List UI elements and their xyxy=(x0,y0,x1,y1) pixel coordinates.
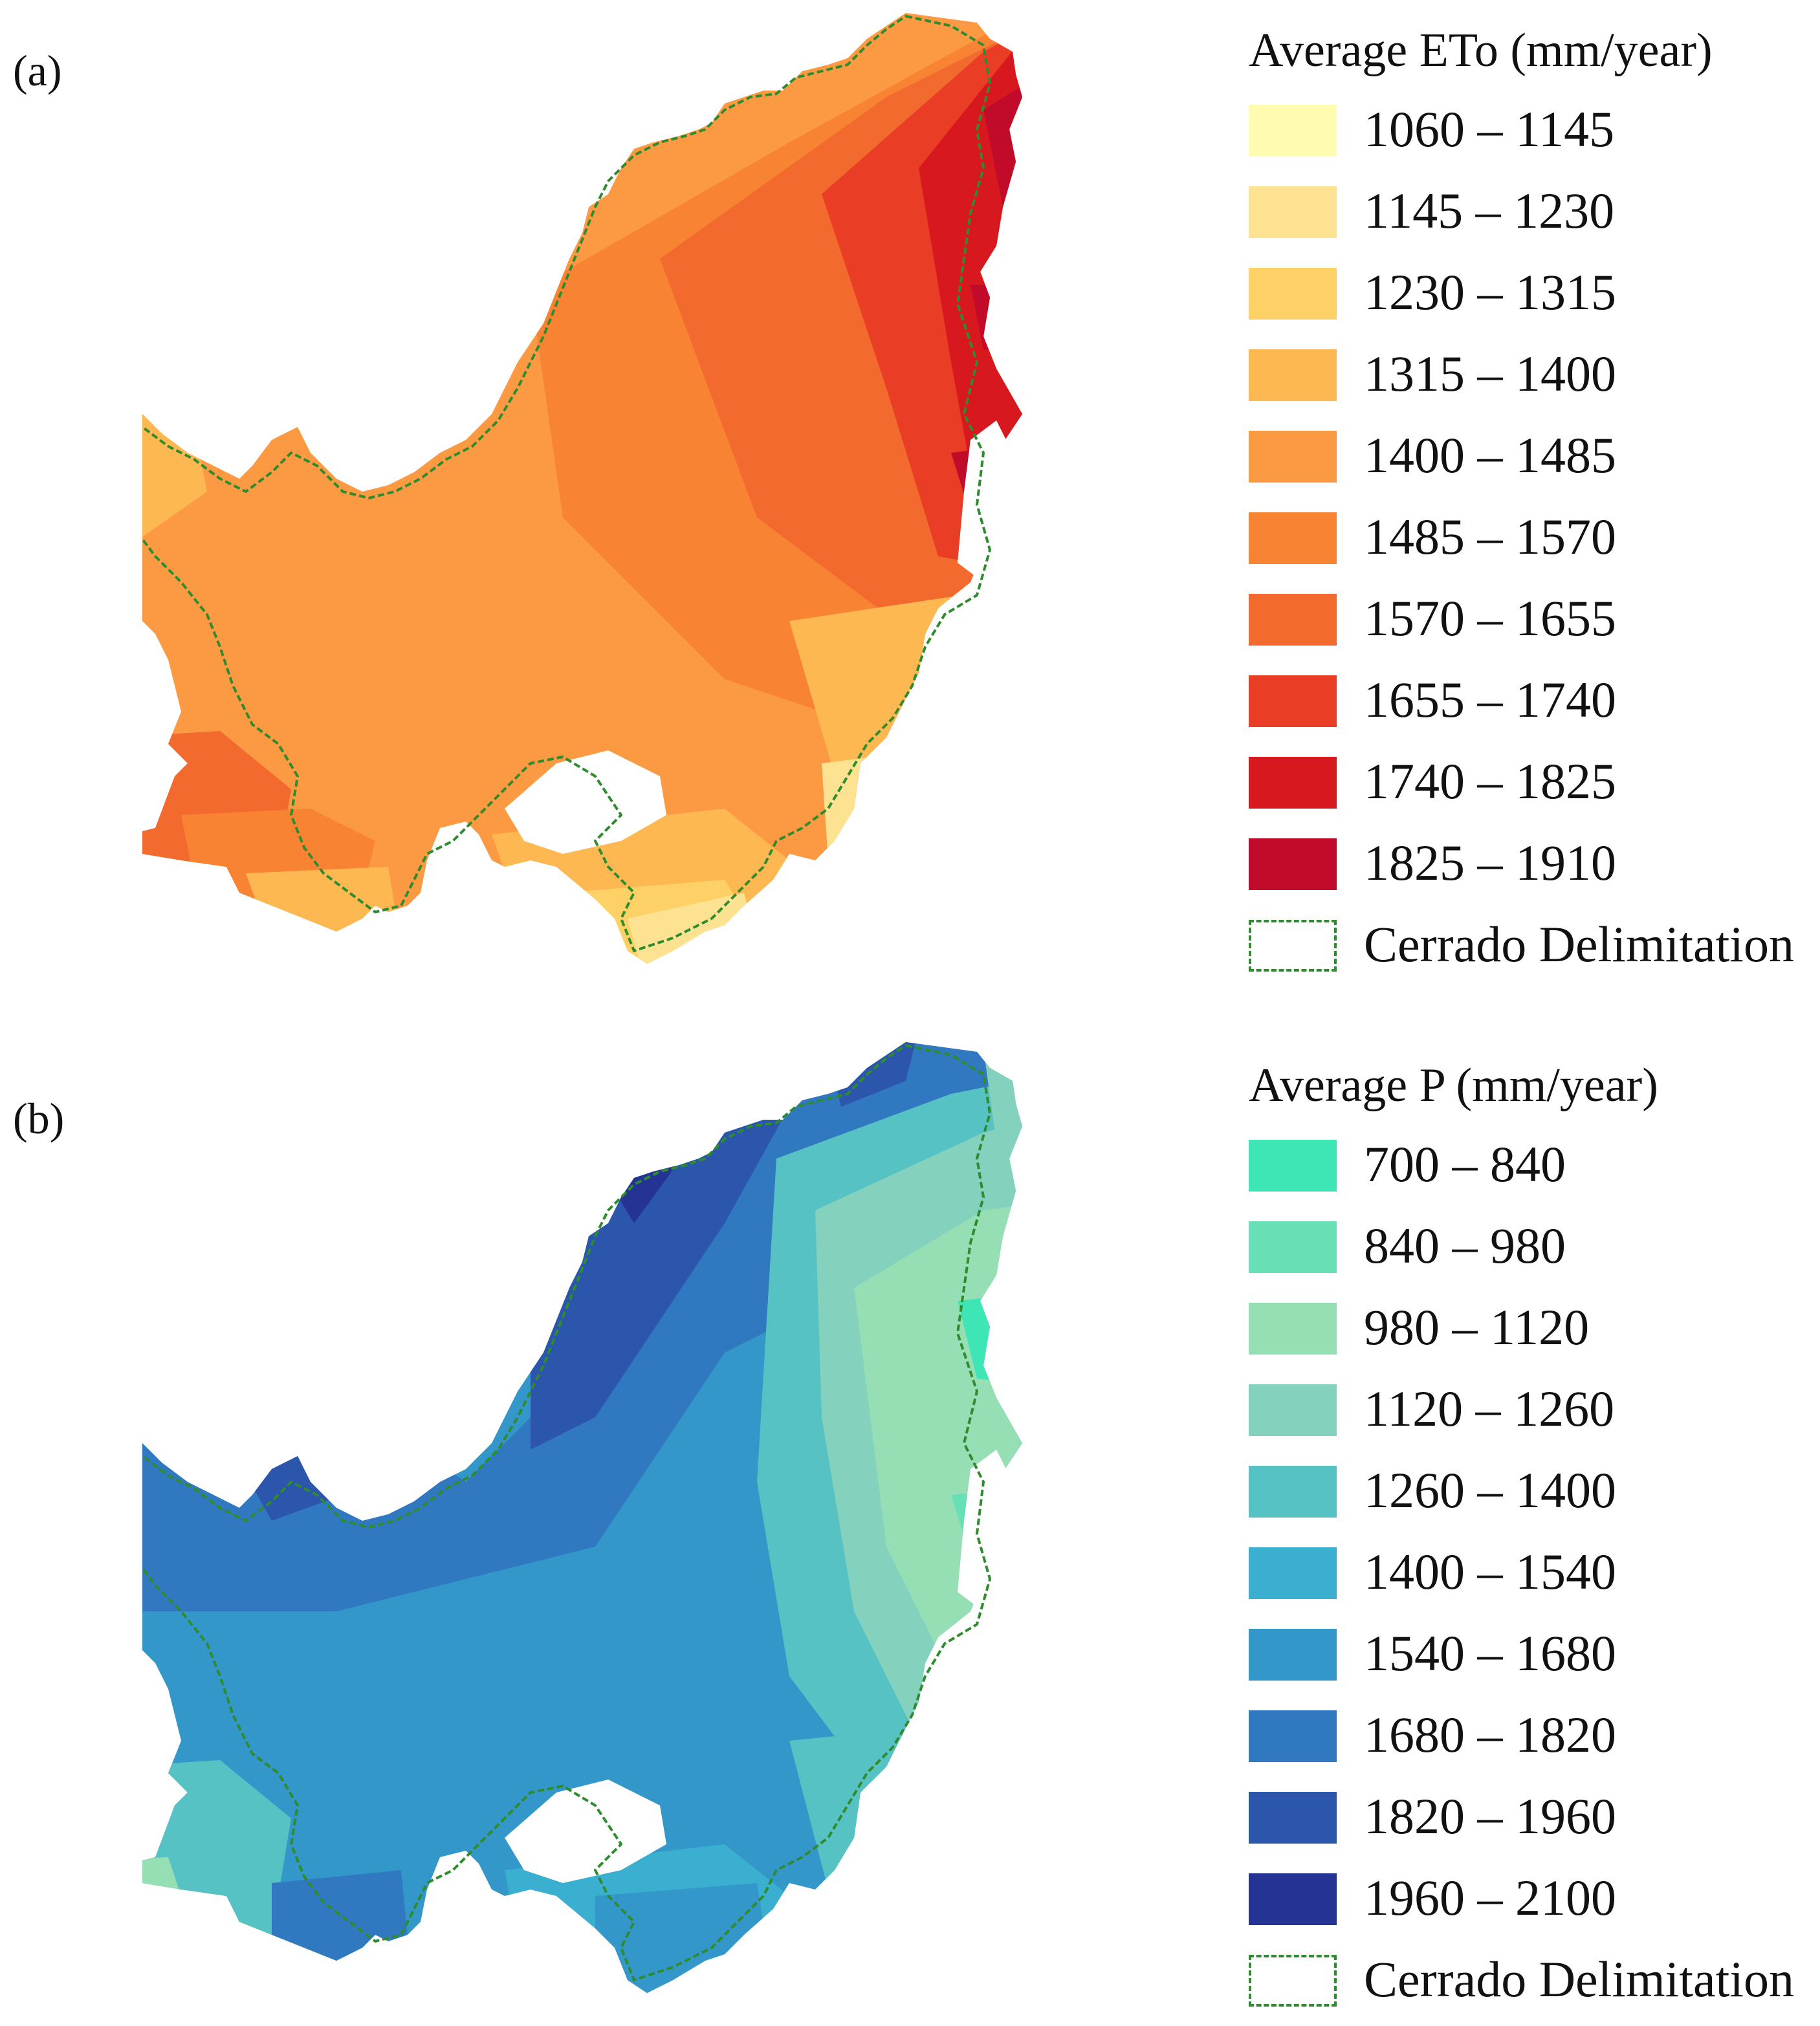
legend-item: 1960 – 2100 xyxy=(1249,1863,1818,1944)
legend-label: 1960 – 2100 xyxy=(1364,1869,1616,1926)
legend-swatch xyxy=(1249,105,1337,157)
legend-label: 1485 – 1570 xyxy=(1364,508,1616,565)
boundary-swatch xyxy=(1249,920,1337,972)
legend-item: 1680 – 1820 xyxy=(1249,1700,1818,1781)
precipitation-legend: Average P (mm/year) 700 – 840 840 – 980 98… xyxy=(1249,1054,1818,2026)
legend-label: 1400 – 1485 xyxy=(1364,427,1616,483)
legend-item-boundary: Cerrado Delimitation xyxy=(1249,1944,1818,2026)
legend-label: 980 – 1120 xyxy=(1364,1299,1590,1355)
legend-swatch xyxy=(1249,349,1337,401)
legend-swatch xyxy=(1249,594,1337,646)
precipitation-panel: (b) xyxy=(0,1022,1820,2007)
legend-swatch xyxy=(1249,838,1337,890)
legend-item: 1570 – 1655 xyxy=(1249,583,1818,665)
legend-title-a: Average ETo (mm/year) xyxy=(1249,24,1713,77)
legend-item: 1825 – 1910 xyxy=(1249,828,1818,910)
legend-swatch xyxy=(1249,1547,1337,1599)
precipitation-map xyxy=(142,1042,1022,1993)
boundary-label: Cerrado Delimitation xyxy=(1364,916,1794,972)
legend-swatch xyxy=(1249,675,1337,727)
legend-item: 1060 – 1145 xyxy=(1249,94,1818,176)
boundary-label: Cerrado Delimitation xyxy=(1364,1951,1794,2007)
legend-swatch xyxy=(1249,431,1337,483)
legend-swatch xyxy=(1249,268,1337,320)
legend-swatch xyxy=(1249,1384,1337,1436)
legend-swatch xyxy=(1249,1792,1337,1844)
legend-label: 1315 – 1400 xyxy=(1364,345,1616,402)
cerrado-boundary-a xyxy=(142,15,991,952)
legend-swatch xyxy=(1249,1873,1337,1925)
legend-item: 1145 – 1230 xyxy=(1249,176,1818,257)
legend-item: 1120 – 1260 xyxy=(1249,1374,1818,1455)
legend-item: 1400 – 1485 xyxy=(1249,420,1818,502)
legend-label: 1680 – 1820 xyxy=(1364,1706,1616,1763)
legend-item: 1655 – 1740 xyxy=(1249,665,1818,746)
legend-label: 1145 – 1230 xyxy=(1364,182,1615,239)
legend-label: 1260 – 1400 xyxy=(1364,1462,1616,1518)
legend-label: 1825 – 1910 xyxy=(1364,834,1616,891)
legend-item: 1315 – 1400 xyxy=(1249,339,1818,420)
legend-swatch xyxy=(1249,512,1337,564)
legend-swatch xyxy=(1249,1466,1337,1518)
legend-label: 700 – 840 xyxy=(1364,1136,1566,1192)
legend-item-boundary: Cerrado Delimitation xyxy=(1249,910,1818,991)
legend-swatch xyxy=(1249,1629,1337,1681)
legend-swatch xyxy=(1249,1140,1337,1192)
legend-title-b: Average P (mm/year) xyxy=(1249,1059,1658,1112)
legend-swatch xyxy=(1249,1221,1337,1273)
legend-swatch xyxy=(1249,757,1337,809)
legend-item: 1820 – 1960 xyxy=(1249,1781,1818,1863)
legend-label: 1060 – 1145 xyxy=(1364,101,1615,157)
legend-item: 1260 – 1400 xyxy=(1249,1455,1818,1537)
legend-item: 1485 – 1570 xyxy=(1249,502,1818,583)
panel-label-a: (a) xyxy=(13,46,62,95)
legend-label: 1400 – 1540 xyxy=(1364,1543,1616,1600)
eto-panel: (a) xyxy=(0,0,1820,990)
legend-item: 1230 – 1315 xyxy=(1249,257,1818,339)
legend-label: 840 – 980 xyxy=(1364,1217,1566,1274)
legend-item: 980 – 1120 xyxy=(1249,1292,1818,1374)
legend-item: 840 – 980 xyxy=(1249,1211,1818,1292)
legend-label: 1655 – 1740 xyxy=(1364,671,1616,728)
legend-item: 1400 – 1540 xyxy=(1249,1537,1818,1618)
legend-label: 1540 – 1680 xyxy=(1364,1625,1616,1681)
boundary-swatch xyxy=(1249,1955,1337,2007)
legend-label: 1570 – 1655 xyxy=(1364,590,1616,646)
legend-item: 700 – 840 xyxy=(1249,1129,1818,1211)
eto-legend: Average ETo (mm/year) 1060 – 1145 1145 – … xyxy=(1249,19,1818,991)
legend-item: 1540 – 1680 xyxy=(1249,1618,1818,1700)
legend-label: 1740 – 1825 xyxy=(1364,753,1616,809)
cerrado-boundary-b xyxy=(142,1044,991,1981)
legend-label: 1820 – 1960 xyxy=(1364,1788,1616,1844)
legend-swatch xyxy=(1249,1710,1337,1762)
legend-swatch xyxy=(1249,186,1337,238)
legend-label: 1120 – 1260 xyxy=(1364,1380,1615,1437)
legend-label: 1230 – 1315 xyxy=(1364,264,1616,320)
eto-map xyxy=(142,13,1022,964)
legend-swatch xyxy=(1249,1303,1337,1355)
panel-label-b: (b) xyxy=(13,1094,65,1143)
legend-item: 1740 – 1825 xyxy=(1249,746,1818,828)
